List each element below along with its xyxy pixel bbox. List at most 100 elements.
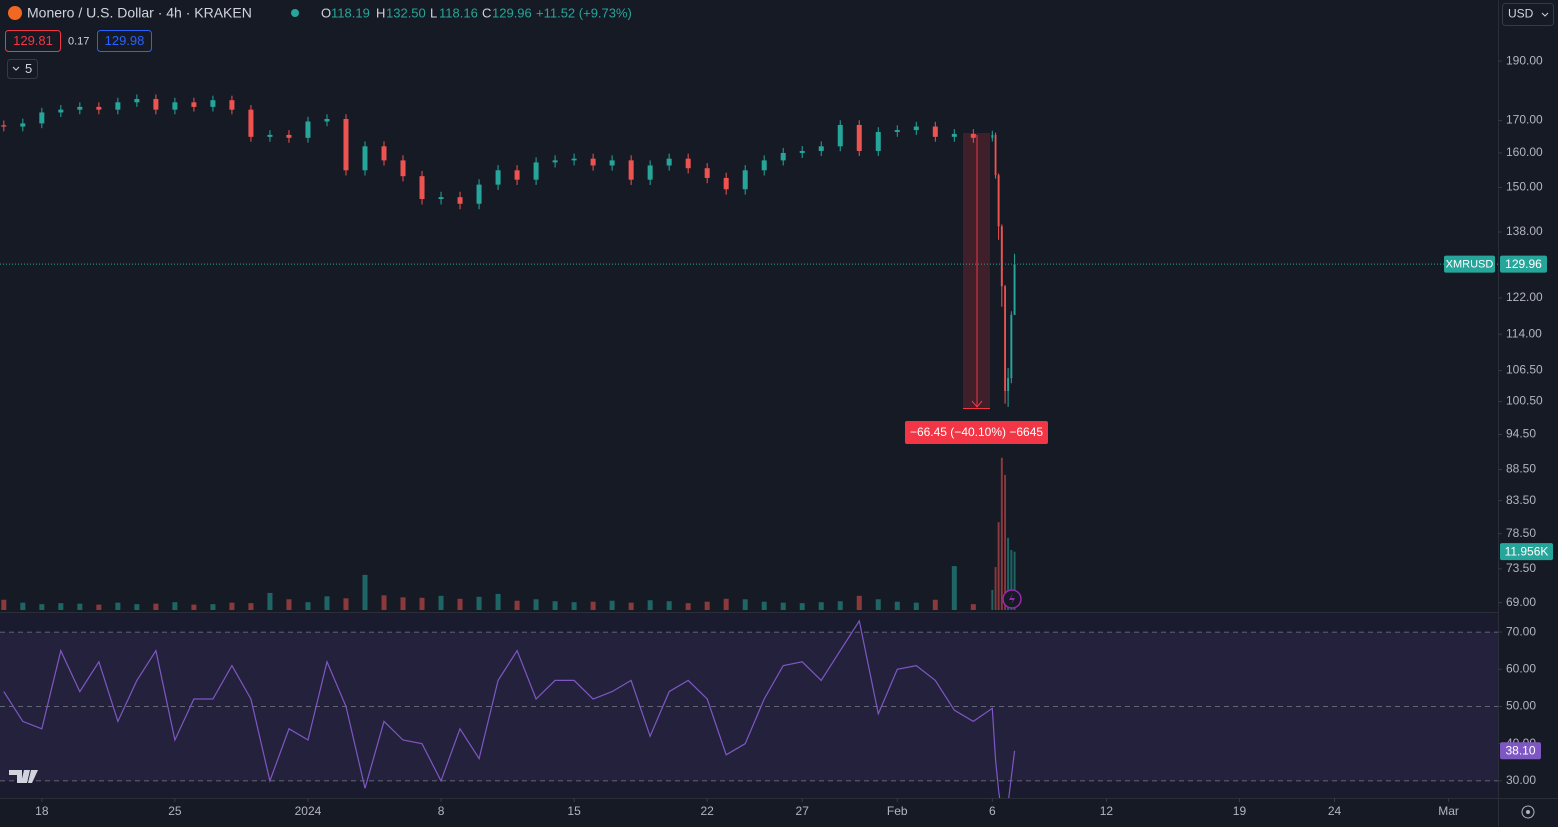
candle-body bbox=[457, 197, 463, 204]
candle-body bbox=[381, 146, 387, 161]
y-tick-label: 69.00 bbox=[1506, 595, 1536, 609]
candle-body bbox=[1004, 286, 1006, 392]
volume-bar bbox=[856, 595, 862, 610]
volume-bar bbox=[932, 599, 938, 610]
candle-body bbox=[628, 160, 634, 180]
volume-bar bbox=[1010, 550, 1013, 610]
last-price: 129.96 bbox=[1505, 257, 1542, 271]
volume-bar bbox=[533, 599, 539, 610]
y-tick-label: 160.00 bbox=[1506, 145, 1543, 159]
measure-label-box bbox=[905, 421, 1048, 444]
volume-label: 11.956K bbox=[1505, 544, 1549, 558]
candle-body bbox=[837, 124, 843, 147]
candle-body bbox=[970, 133, 976, 138]
volume-bar bbox=[609, 600, 615, 610]
volume-bar bbox=[913, 602, 919, 610]
ohlc-value: 118.16 bbox=[439, 5, 478, 20]
volume-bar bbox=[647, 600, 653, 610]
y-tick-label: 60.00 bbox=[1506, 661, 1536, 675]
x-tick-label: 19 bbox=[1233, 804, 1247, 818]
chevron bbox=[12, 66, 20, 71]
volume-bar bbox=[495, 593, 501, 610]
x-tick-label: Feb bbox=[887, 804, 908, 818]
sell-button[interactable] bbox=[5, 30, 61, 52]
volume-bar bbox=[438, 595, 444, 610]
volume-bar bbox=[571, 602, 577, 610]
y-tick-label: 94.50 bbox=[1506, 427, 1536, 441]
y-tick-label: 70.00 bbox=[1506, 624, 1536, 638]
buy-button[interactable] bbox=[97, 30, 152, 52]
y-tick-label: 73.50 bbox=[1506, 561, 1536, 575]
volume-bar bbox=[248, 603, 254, 610]
volume-bar bbox=[997, 522, 1000, 610]
candle-body bbox=[191, 102, 197, 107]
y-tick-label: 100.50 bbox=[1506, 394, 1543, 408]
candle-body bbox=[780, 152, 786, 161]
volume-bar bbox=[723, 598, 729, 610]
candle-body bbox=[856, 124, 862, 151]
x-tick-label: 12 bbox=[1100, 804, 1114, 818]
volume-bar bbox=[742, 599, 748, 610]
candle-body bbox=[39, 112, 45, 124]
candle-body bbox=[286, 134, 292, 138]
candle-body bbox=[1, 125, 7, 127]
volume-bar bbox=[994, 567, 997, 610]
candle-body bbox=[20, 123, 26, 127]
y-tick-label: 150.00 bbox=[1506, 180, 1543, 194]
x-tick-label: 2024 bbox=[295, 804, 322, 818]
candle-body bbox=[267, 134, 273, 137]
volume-bar bbox=[628, 602, 634, 610]
candle-body bbox=[1007, 378, 1010, 392]
volume-bar bbox=[666, 601, 672, 610]
candle-body bbox=[723, 177, 729, 190]
candle-body bbox=[438, 197, 444, 199]
ohlc-value: 129.96 bbox=[492, 5, 532, 20]
volume-bar bbox=[951, 566, 957, 610]
volume-bar bbox=[1, 599, 7, 610]
volume-bar bbox=[590, 601, 596, 610]
volume-bar bbox=[894, 601, 900, 610]
indicator-toggle[interactable] bbox=[7, 59, 38, 79]
rsi-label: 38.10 bbox=[1505, 743, 1535, 757]
ask-price: 129.98 bbox=[105, 33, 145, 48]
indicator-count: 5 bbox=[25, 61, 32, 76]
candle-body bbox=[666, 158, 672, 166]
candle-body bbox=[951, 133, 957, 137]
volume-bar bbox=[799, 603, 805, 610]
ohlc-value: 132.50 bbox=[386, 5, 426, 20]
y-tick-label: 30.00 bbox=[1506, 773, 1536, 787]
volume-bar bbox=[20, 602, 26, 610]
y-tick-label: 78.50 bbox=[1506, 526, 1536, 540]
chevron bbox=[1541, 12, 1549, 17]
settings-icon[interactable] bbox=[1521, 805, 1535, 819]
currency-button[interactable] bbox=[1502, 3, 1554, 26]
candle-body bbox=[77, 106, 83, 110]
candle-body bbox=[1000, 226, 1003, 287]
volume-bar bbox=[1000, 457, 1003, 610]
volume-bar bbox=[134, 604, 140, 610]
y-tick-label: 170.00 bbox=[1506, 113, 1543, 127]
y-tick-label: 106.50 bbox=[1506, 363, 1543, 377]
volume-bar bbox=[780, 602, 786, 610]
candle-body bbox=[172, 102, 178, 110]
volume-bar bbox=[685, 603, 691, 610]
candle-body bbox=[685, 158, 691, 169]
candle-body bbox=[913, 126, 919, 131]
candle-body bbox=[991, 134, 994, 138]
candle-body bbox=[533, 162, 539, 180]
symbol-label: XMRUSD bbox=[1446, 259, 1494, 271]
volume-bar bbox=[153, 603, 159, 610]
volume-bar bbox=[818, 602, 824, 610]
volume-bar bbox=[704, 601, 710, 610]
market-status[interactable] bbox=[291, 9, 299, 17]
candle-body bbox=[514, 170, 520, 180]
candle-body bbox=[704, 168, 710, 178]
volume-bar bbox=[39, 604, 45, 610]
candle-body bbox=[997, 175, 1000, 227]
candle-body bbox=[590, 158, 596, 166]
y-tick-label: 88.50 bbox=[1506, 462, 1536, 476]
candle-body bbox=[609, 160, 615, 166]
rsi-pane bbox=[0, 613, 1498, 798]
